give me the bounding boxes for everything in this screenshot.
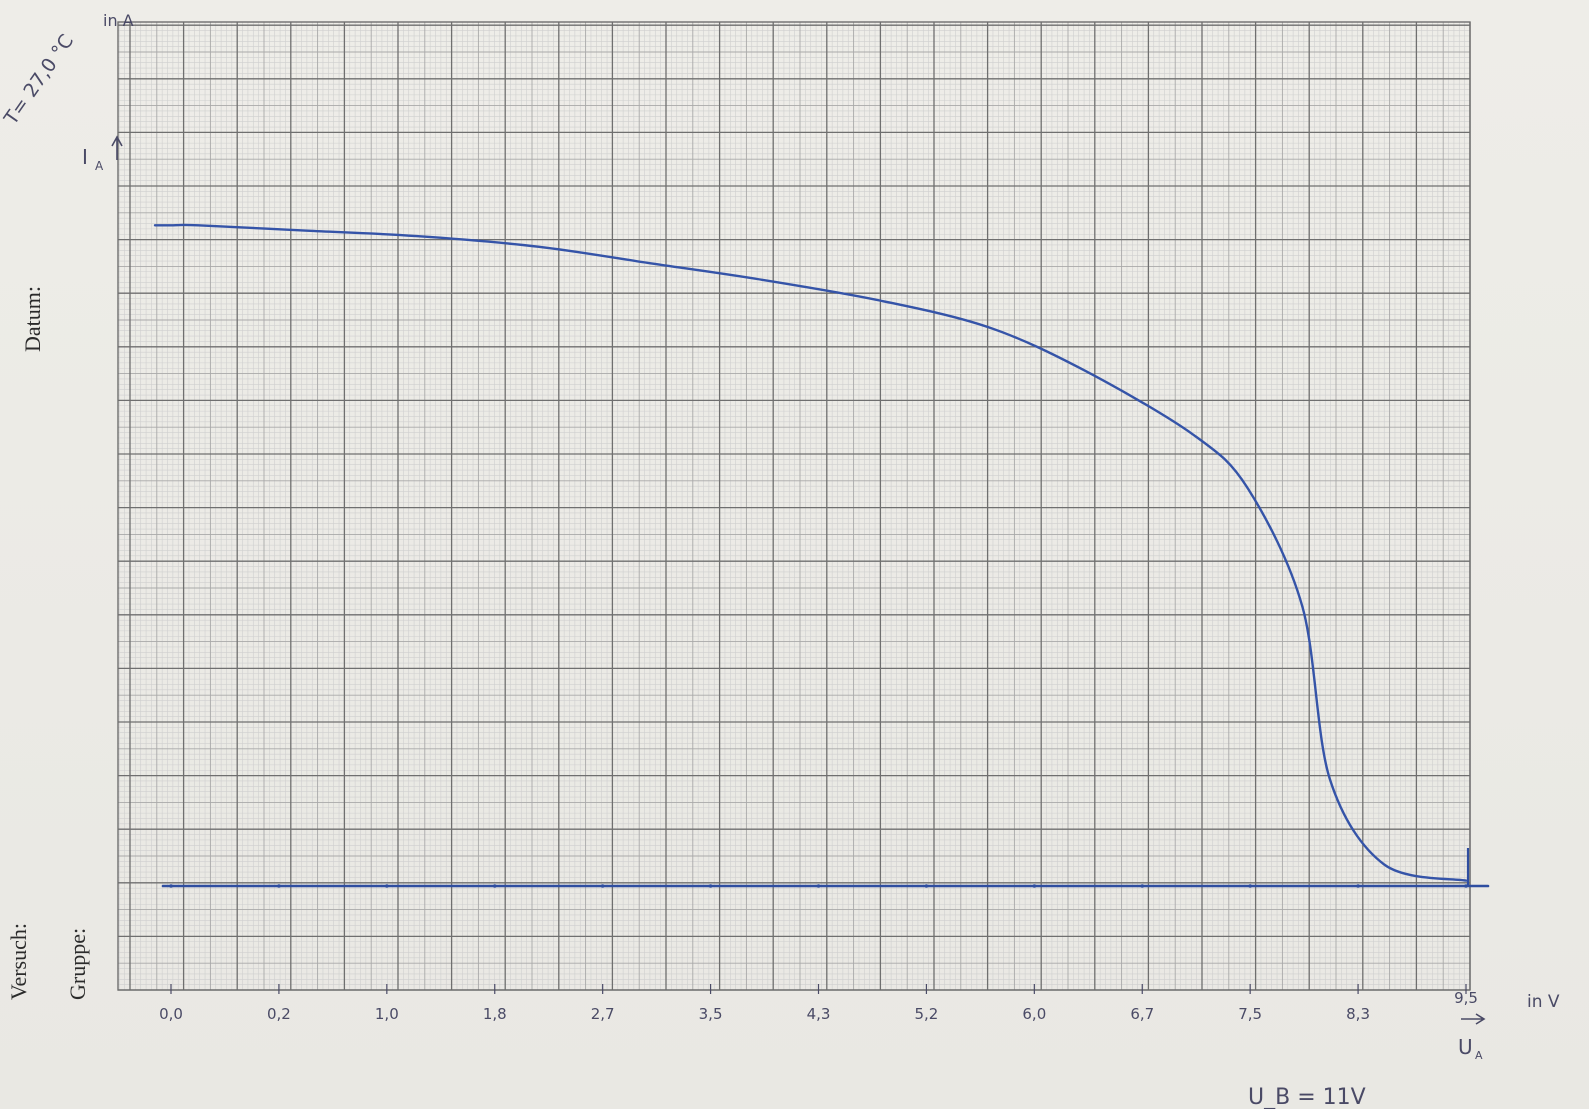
- axes: [161, 848, 1490, 888]
- x-tick-dot: [708, 884, 713, 888]
- x-tick-dot: [1464, 884, 1468, 888]
- x-tick-label: 0,2: [267, 1005, 291, 1023]
- y-axis-arrow-icon: [111, 135, 123, 160]
- x-tick-label: 9,5: [1454, 989, 1478, 1007]
- x-tick-dot: [924, 884, 929, 888]
- x-tick-dot: [1356, 884, 1360, 888]
- major-grid: [117, 21, 1471, 991]
- date-label: Datum:: [20, 286, 45, 352]
- x-tick-dot: [385, 884, 389, 888]
- experiment-label: Versuch:: [6, 923, 31, 1000]
- x-tick-labels: 0,0 0,2 1,0 1,8 2,7 3,5 4,3 5,2 6,0 6,7 7,5 8,3 9,5: [159, 989, 1478, 1023]
- y-axis-title: I A: [82, 135, 123, 173]
- series-line-1: [153, 223, 1468, 882]
- x-tick-label: 0,0: [159, 1005, 183, 1023]
- x-tick-dot: [816, 884, 821, 888]
- x-tick-label: 6,7: [1130, 1005, 1154, 1023]
- x-axis-symbol-sub: A: [1475, 1049, 1483, 1062]
- x-tick-dot: [1032, 884, 1037, 888]
- x-axis-arrow-icon: [1461, 1013, 1486, 1025]
- x-tick-marks: [169, 884, 1468, 994]
- x-tick-label: 3,5: [699, 1005, 723, 1023]
- series-layer: [153, 223, 1468, 882]
- grid-border: [117, 21, 1471, 991]
- y-axis-symbol-sub: A: [95, 159, 104, 173]
- mid-grid: [118, 22, 1470, 990]
- x-tick-label: 1,8: [483, 1005, 507, 1023]
- supply-voltage-annotation: U_B = 11V: [1248, 1085, 1366, 1109]
- x-tick-dot: [600, 884, 605, 888]
- temperature-note: T= 27,0 °C: [0, 30, 78, 129]
- x-tick-dot: [277, 884, 281, 888]
- x-tick-dot: [492, 884, 497, 888]
- x-tick-dot: [1140, 884, 1145, 888]
- x-tick-label: 4,3: [807, 1005, 831, 1023]
- x-tick-label: 6,0: [1022, 1005, 1046, 1023]
- x-tick-label: 2,7: [591, 1005, 615, 1023]
- x-tick-label: 7,5: [1238, 1005, 1262, 1023]
- x-axis-title: U A: [1458, 1013, 1486, 1062]
- minor-grid: [118, 22, 1470, 990]
- y-unit-label: in A: [103, 11, 134, 30]
- x-axis-symbol: U: [1458, 1035, 1473, 1059]
- x-tick-label: 1,0: [375, 1005, 399, 1023]
- x-tick-label: 5,2: [914, 1005, 938, 1023]
- y-axis-symbol: I: [82, 145, 88, 169]
- group-label: Gruppe:: [65, 928, 90, 1000]
- x-tick-label: 8,3: [1346, 1005, 1370, 1023]
- x-tick-dot: [1248, 884, 1252, 888]
- x-tick-dot: [169, 884, 173, 888]
- x-unit-label: in V: [1527, 992, 1560, 1012]
